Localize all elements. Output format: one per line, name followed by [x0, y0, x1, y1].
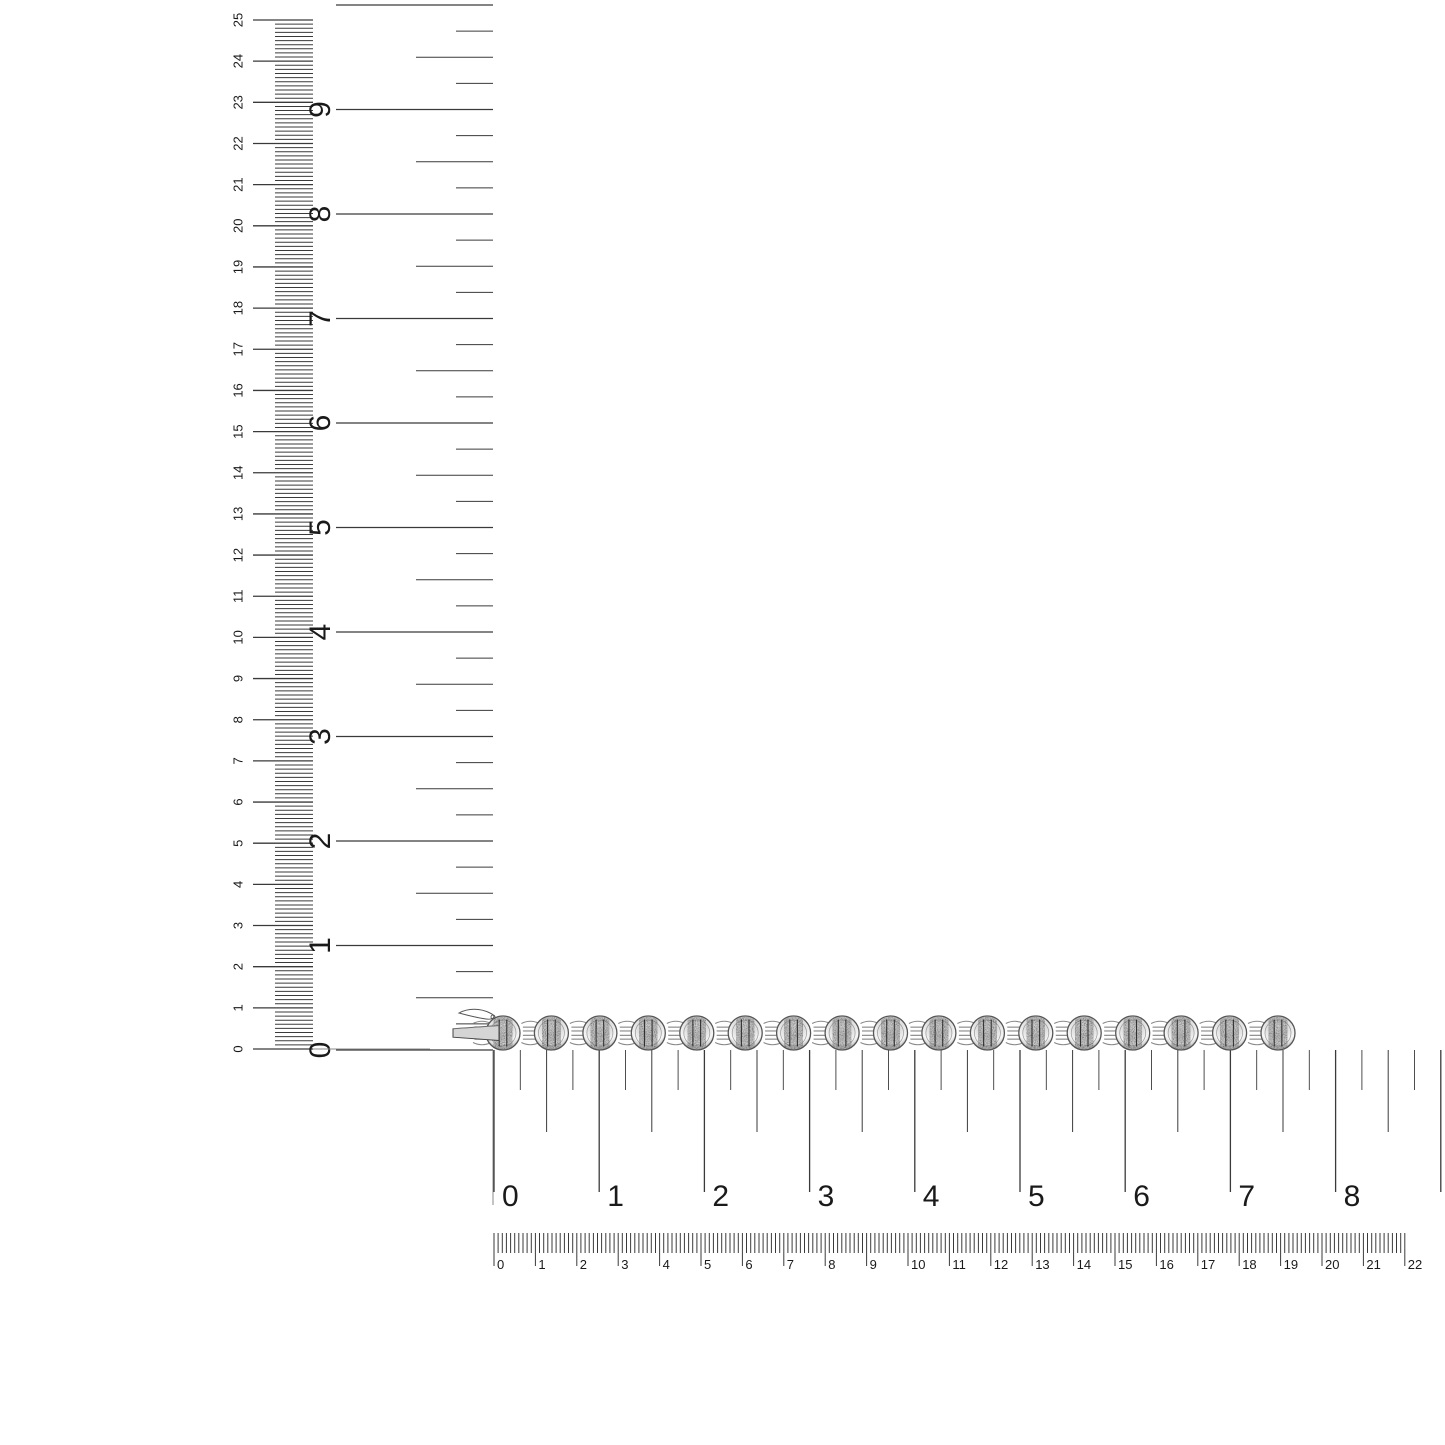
- svg-text:6: 6: [304, 415, 337, 432]
- svg-text:0: 0: [497, 1257, 504, 1272]
- svg-text:5: 5: [230, 840, 245, 847]
- svg-text:2: 2: [712, 1180, 729, 1213]
- svg-text:9: 9: [304, 101, 337, 118]
- svg-text:25: 25: [230, 13, 245, 27]
- svg-text:0: 0: [304, 1042, 337, 1059]
- svg-text:6: 6: [1133, 1180, 1150, 1213]
- svg-text:11: 11: [230, 589, 245, 603]
- svg-text:7: 7: [304, 310, 337, 327]
- svg-text:4: 4: [663, 1257, 670, 1272]
- svg-text:22: 22: [230, 136, 245, 150]
- svg-text:8: 8: [304, 206, 337, 223]
- svg-text:7: 7: [1238, 1180, 1255, 1213]
- svg-text:15: 15: [1118, 1257, 1132, 1272]
- svg-text:13: 13: [230, 507, 245, 521]
- svg-text:8: 8: [1344, 1180, 1361, 1213]
- svg-text:21: 21: [230, 177, 245, 191]
- svg-text:24: 24: [230, 54, 245, 68]
- svg-text:14: 14: [1077, 1257, 1091, 1272]
- svg-text:1: 1: [304, 937, 337, 954]
- svg-text:5: 5: [704, 1257, 711, 1272]
- svg-text:6: 6: [230, 798, 245, 805]
- svg-text:9: 9: [230, 675, 245, 682]
- svg-text:3: 3: [230, 922, 245, 929]
- svg-text:7: 7: [787, 1257, 794, 1272]
- svg-text:10: 10: [230, 630, 245, 644]
- svg-text:18: 18: [1242, 1257, 1256, 1272]
- svg-text:12: 12: [230, 548, 245, 562]
- svg-text:1: 1: [230, 1004, 245, 1011]
- svg-text:16: 16: [230, 383, 245, 397]
- svg-text:12: 12: [994, 1257, 1008, 1272]
- svg-text:5: 5: [1028, 1180, 1045, 1213]
- svg-text:3: 3: [621, 1257, 628, 1272]
- svg-text:4: 4: [230, 881, 245, 888]
- svg-text:8: 8: [230, 716, 245, 723]
- svg-text:17: 17: [230, 342, 245, 356]
- svg-text:19: 19: [1284, 1257, 1298, 1272]
- svg-text:8: 8: [828, 1257, 835, 1272]
- svg-text:5: 5: [304, 519, 337, 536]
- svg-text:7: 7: [230, 757, 245, 764]
- svg-text:16: 16: [1159, 1257, 1173, 1272]
- svg-text:0: 0: [502, 1180, 519, 1213]
- svg-text:2: 2: [230, 963, 245, 970]
- svg-text:14: 14: [230, 466, 245, 480]
- svg-text:13: 13: [1035, 1257, 1049, 1272]
- svg-text:2: 2: [304, 833, 337, 850]
- svg-text:4: 4: [304, 624, 337, 641]
- svg-text:10: 10: [911, 1257, 925, 1272]
- svg-text:3: 3: [304, 728, 337, 745]
- svg-text:21: 21: [1366, 1257, 1380, 1272]
- svg-text:1: 1: [607, 1180, 624, 1213]
- svg-text:22: 22: [1408, 1257, 1422, 1272]
- svg-text:17: 17: [1201, 1257, 1215, 1272]
- svg-text:19: 19: [230, 260, 245, 274]
- svg-text:0: 0: [230, 1045, 245, 1052]
- svg-text:6: 6: [745, 1257, 752, 1272]
- svg-text:2: 2: [580, 1257, 587, 1272]
- svg-text:20: 20: [1325, 1257, 1339, 1272]
- svg-text:11: 11: [952, 1257, 966, 1272]
- svg-text:18: 18: [230, 301, 245, 315]
- svg-text:4: 4: [923, 1180, 940, 1213]
- svg-text:9: 9: [870, 1257, 877, 1272]
- svg-text:3: 3: [818, 1180, 835, 1213]
- svg-text:23: 23: [230, 95, 245, 109]
- svg-text:20: 20: [230, 219, 245, 233]
- svg-text:1: 1: [538, 1257, 545, 1272]
- svg-text:15: 15: [230, 424, 245, 438]
